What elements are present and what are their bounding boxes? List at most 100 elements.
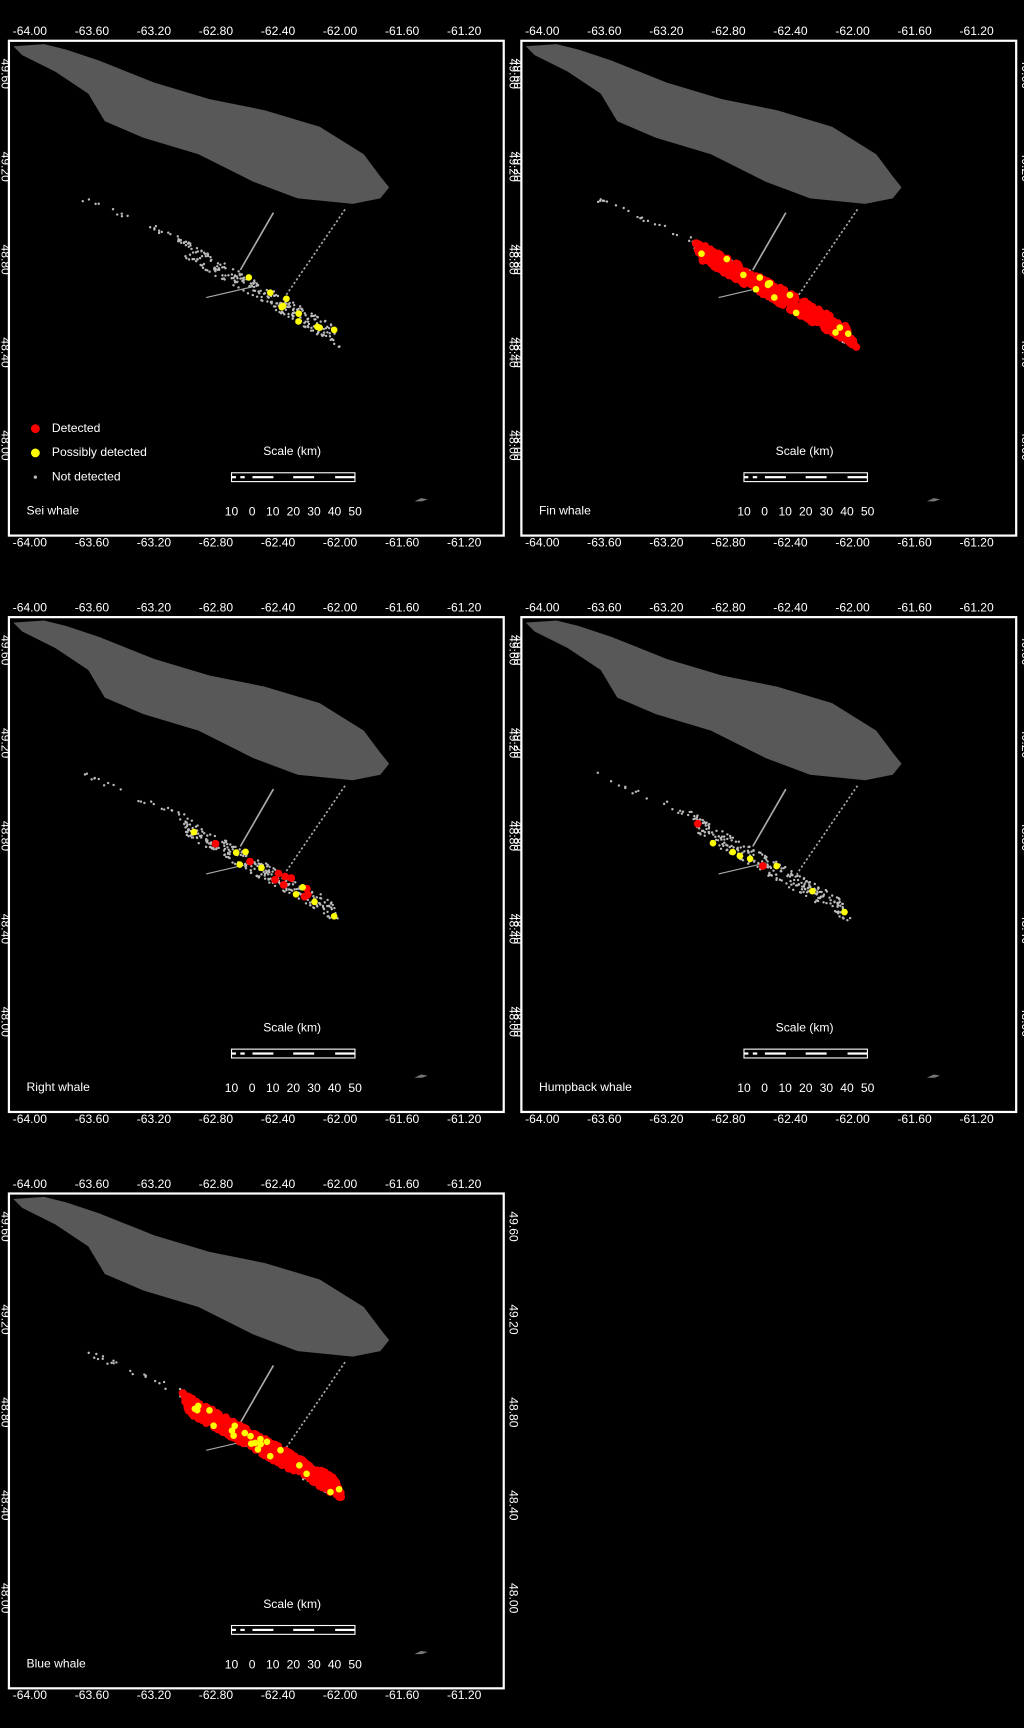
not-detected (231, 861, 234, 864)
not-detected (237, 286, 240, 289)
scale-segment (805, 476, 827, 479)
not-detected (686, 813, 690, 817)
not-detected (763, 856, 766, 860)
not-detected (720, 838, 723, 841)
not-detected (796, 878, 800, 882)
not-detected (177, 811, 180, 814)
detected (729, 273, 738, 281)
longitude-label: -62.80 (199, 1177, 234, 1191)
not-detected (316, 315, 319, 319)
not-detected (189, 834, 192, 837)
longitude-label: -61.60 (897, 1112, 932, 1126)
possibly-detected (327, 1488, 334, 1496)
not-detected (185, 257, 188, 260)
latitude-label: 48.00 (1019, 1007, 1024, 1038)
scale-label: 10 (737, 1081, 751, 1095)
not-detected (256, 864, 259, 868)
not-detected (182, 822, 186, 826)
not-detected (260, 873, 263, 876)
not-detected (701, 829, 705, 833)
not-detected (306, 320, 310, 323)
not-detected (658, 223, 661, 227)
not-detected (330, 901, 333, 904)
not-detected (801, 885, 804, 888)
not-detected (206, 254, 210, 258)
not-detected (199, 836, 203, 839)
scale-label: 50 (348, 1657, 362, 1671)
not-detected (837, 901, 841, 904)
not-detected (715, 829, 718, 833)
longitude-label: -62.40 (261, 1177, 296, 1191)
possibly-detected (295, 318, 302, 325)
not-detected (297, 897, 301, 900)
not-detected (614, 204, 618, 207)
detected (734, 261, 742, 270)
longitude-label: -61.20 (959, 24, 994, 38)
longitude-label: -62.00 (835, 24, 870, 38)
not-detected (148, 226, 152, 229)
not-detected (311, 329, 315, 332)
longitude-label: -61.60 (385, 1112, 420, 1126)
not-detected (217, 846, 220, 850)
not-detected (293, 888, 296, 891)
latitude-label: 49.60 (511, 59, 525, 90)
not-detected (160, 807, 164, 811)
not-detected (333, 906, 336, 910)
scale-label: 30 (307, 1657, 321, 1671)
detected (707, 248, 716, 256)
scale-title: Scale (km) (776, 1020, 834, 1034)
longitude-label: -62.80 (711, 601, 746, 615)
not-detected (225, 855, 228, 859)
not-detected (316, 905, 319, 908)
not-detected (196, 250, 200, 253)
scale-label: 0 (249, 505, 256, 519)
not-detected (299, 316, 302, 319)
not-detected (95, 1352, 98, 1356)
detected (725, 267, 734, 276)
detected (759, 862, 767, 870)
longitude-label: -61.20 (447, 536, 482, 550)
not-detected (737, 840, 741, 843)
longitude-label: -61.60 (385, 1688, 420, 1702)
not-detected (101, 1357, 104, 1361)
not-detected (182, 241, 186, 245)
not-detected (111, 207, 115, 211)
not-detected (230, 273, 234, 276)
not-detected (217, 268, 221, 272)
not-detected (320, 333, 323, 336)
not-detected (710, 831, 714, 834)
not-detected (237, 270, 240, 273)
possibly-detected (723, 255, 731, 263)
not-detected (813, 900, 817, 904)
latitude-label: 49.60 (1019, 59, 1024, 90)
not-detected (158, 1382, 161, 1385)
not-detected (191, 826, 194, 830)
longitude-label: -63.20 (649, 536, 684, 550)
transect (752, 212, 787, 271)
not-detected (726, 848, 729, 851)
longitude-label: -62.80 (199, 1112, 234, 1126)
scale-label: 40 (328, 1657, 342, 1671)
not-detected (187, 828, 191, 831)
not-detected (212, 848, 216, 851)
detected (694, 244, 703, 252)
not-detected (815, 899, 819, 902)
possibly-detected (809, 887, 816, 895)
not-detected (208, 270, 211, 273)
not-detected (193, 258, 196, 261)
possibly-detected (241, 1429, 249, 1437)
not-detected (207, 842, 211, 845)
possibly-detected (266, 1452, 274, 1460)
not-detected (816, 887, 820, 891)
not-detected (838, 915, 841, 918)
not-detected (216, 265, 219, 268)
not-detected (240, 273, 243, 276)
not-detected (186, 242, 190, 245)
not-detected (224, 267, 227, 270)
not-detected (96, 1357, 100, 1361)
longitude-label: -64.00 (13, 601, 48, 615)
not-detected (693, 817, 697, 820)
not-detected (83, 773, 87, 776)
scale-segment (231, 1628, 236, 1632)
